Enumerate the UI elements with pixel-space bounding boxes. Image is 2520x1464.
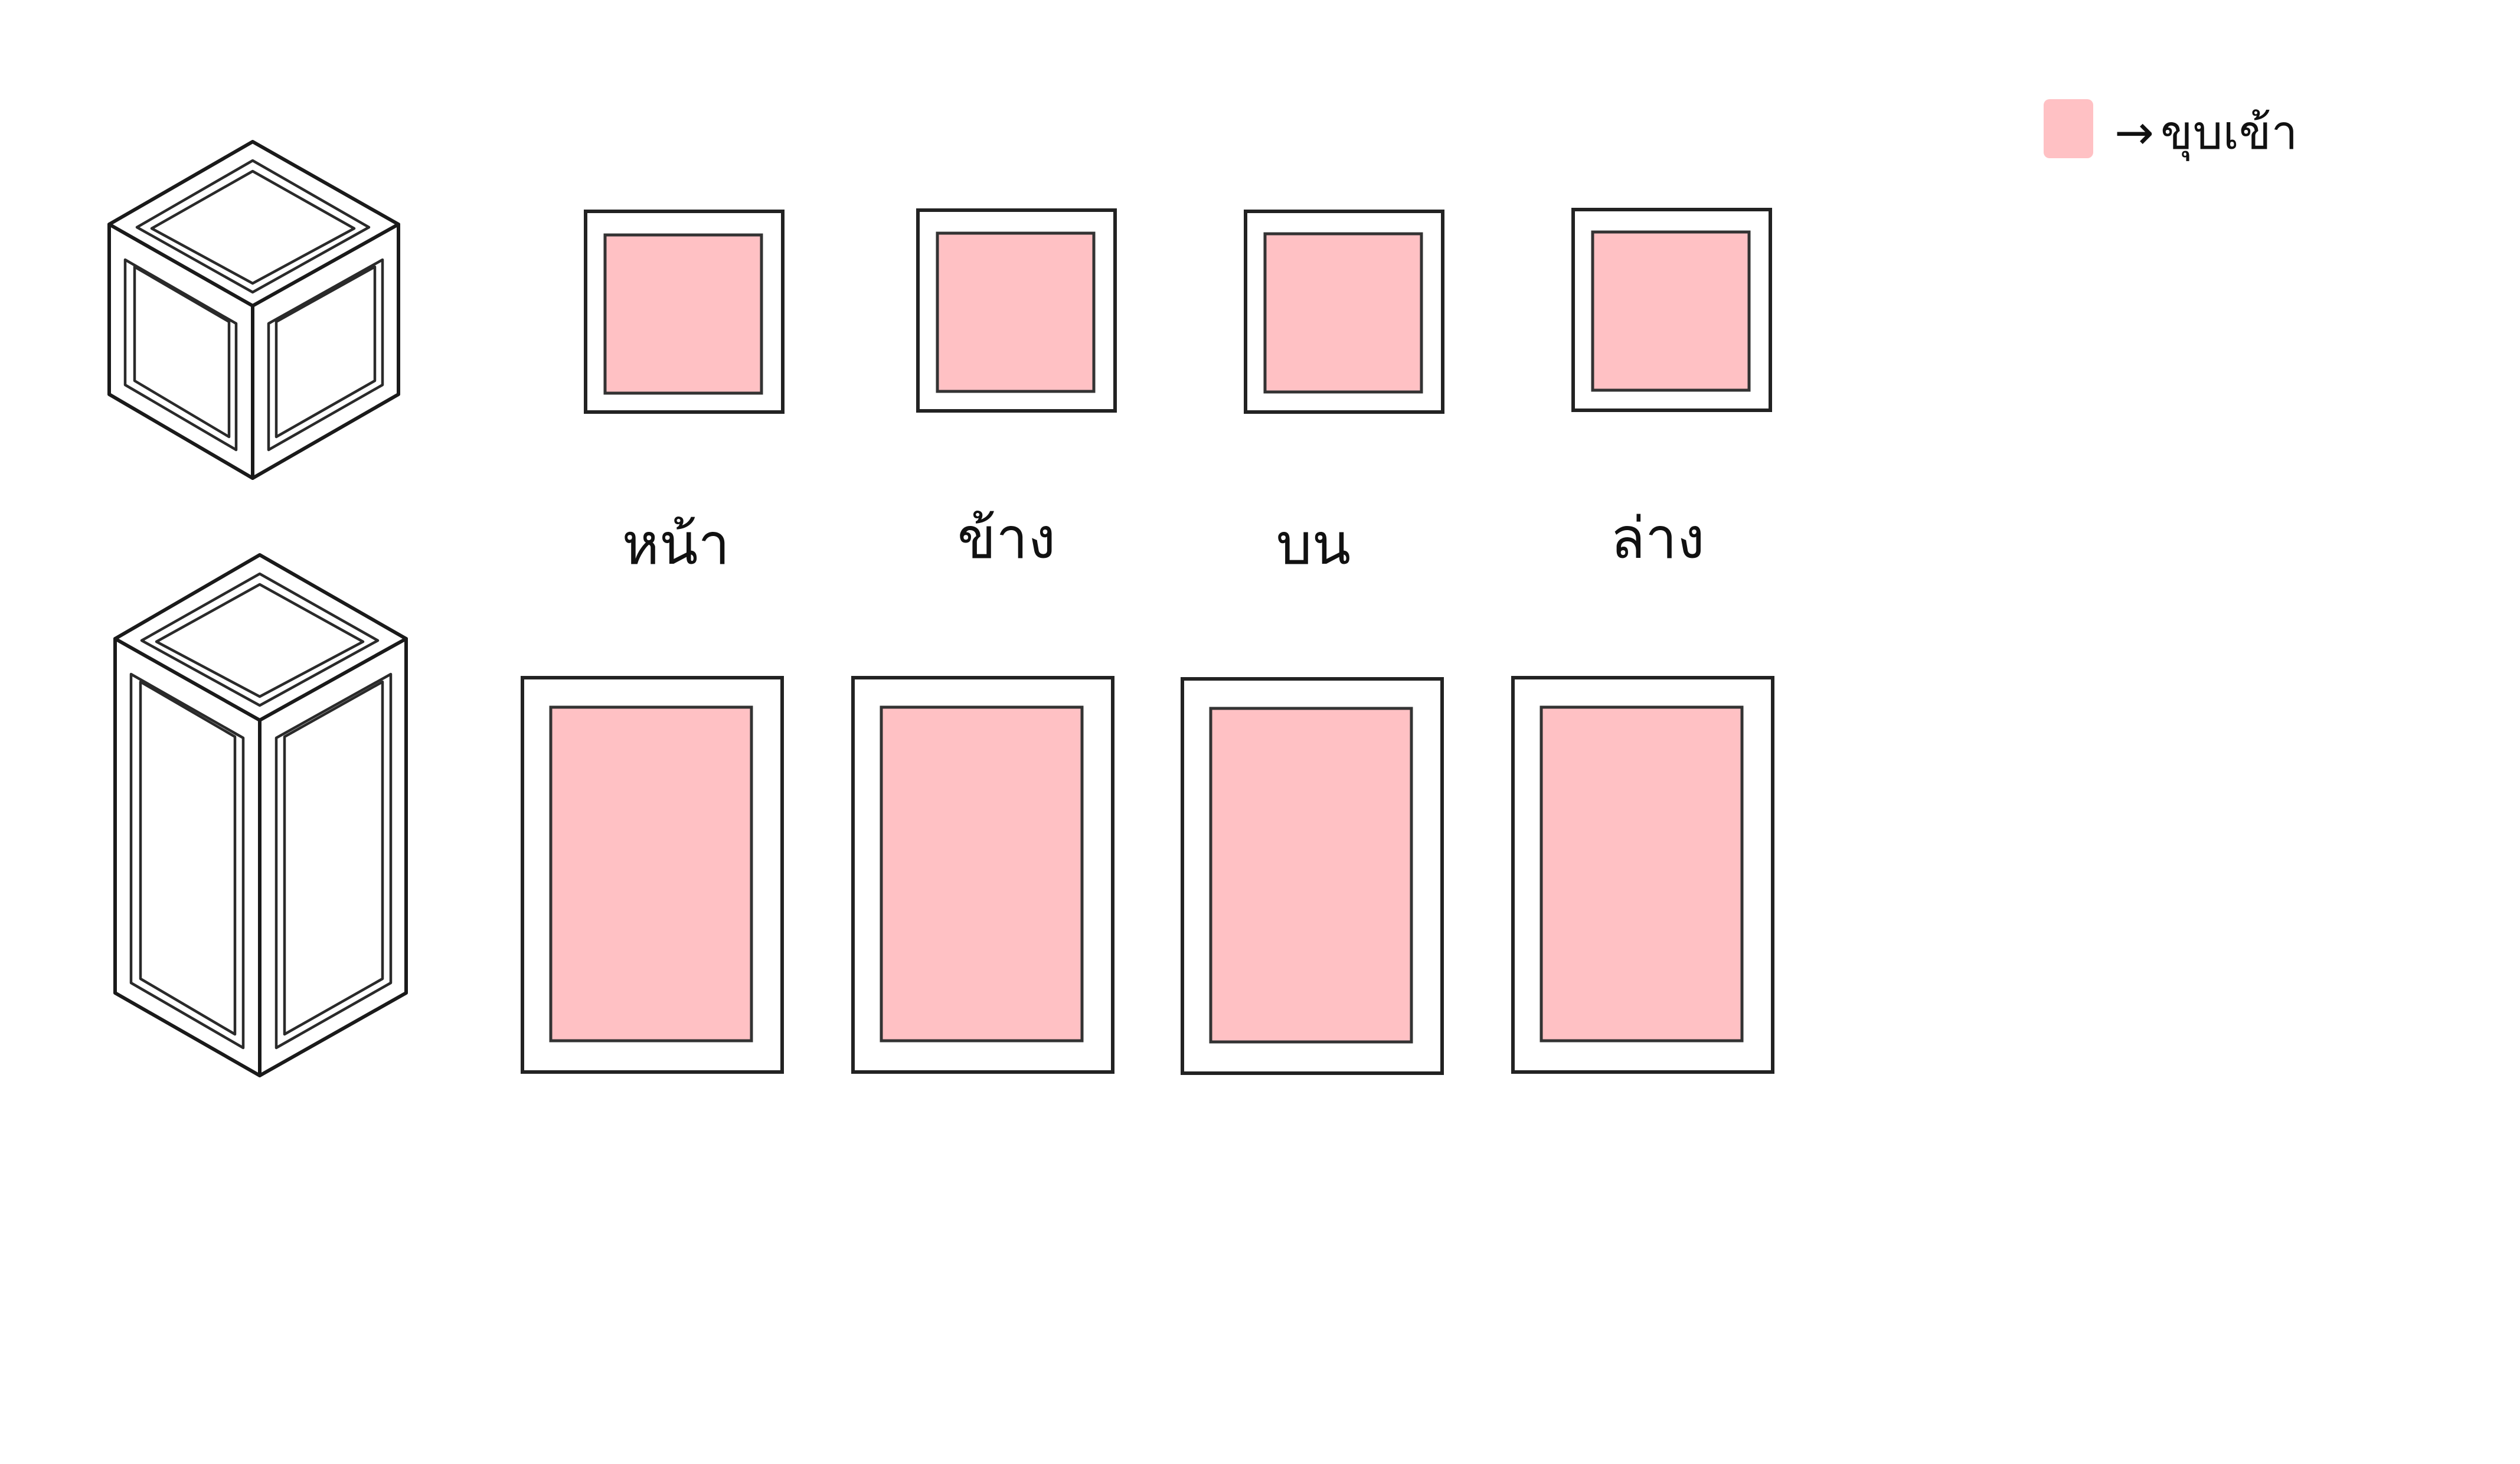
face-label-front: หน้า xyxy=(622,511,730,577)
tall-box-frame-icon xyxy=(113,553,408,1077)
face-label-side: ข้าง xyxy=(957,505,1055,571)
recessed-fill xyxy=(1540,705,1744,1043)
face-panel-front-square xyxy=(584,210,785,414)
recessed-fill xyxy=(1209,707,1413,1044)
legend-label: ขุบเข้า xyxy=(2161,105,2297,161)
recessed-fill xyxy=(549,705,753,1043)
face-panel-top-square xyxy=(1244,210,1444,414)
face-panel-side-square xyxy=(916,208,1117,413)
legend-arrow: → xyxy=(2114,105,2154,160)
recessed-fill xyxy=(1591,230,1751,392)
cube-frame-icon xyxy=(107,140,400,480)
recessed-fill xyxy=(1263,232,1423,394)
face-label-bottom: ล่าง xyxy=(1610,505,1705,571)
face-label-top: บน xyxy=(1276,511,1351,577)
face-panel-bottom-tall xyxy=(1511,676,1774,1074)
recessed-fill xyxy=(880,705,1084,1043)
legend: → ขุบเข้า xyxy=(2044,99,2297,161)
face-panel-bottom-square xyxy=(1571,208,1772,412)
recessed-fill xyxy=(603,233,763,395)
legend-swatch xyxy=(2044,99,2093,158)
recessed-fill xyxy=(936,231,1096,393)
face-panel-front-tall xyxy=(521,676,784,1074)
face-panel-side-tall xyxy=(851,676,1114,1074)
face-panel-top-tall xyxy=(1181,677,1444,1075)
